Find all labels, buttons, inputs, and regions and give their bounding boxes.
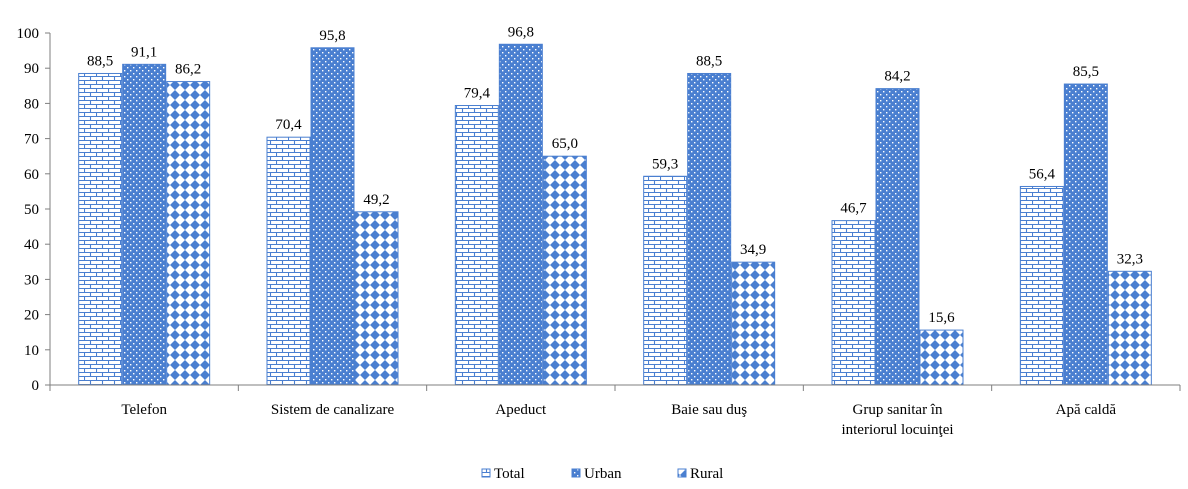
x-category-label: Grup sanitar în interiorul locuinţei [841, 402, 953, 438]
bar-urban [687, 72, 732, 386]
legend-label-rural: Rural [690, 466, 723, 482]
data-label-urban: 96,8 [508, 24, 534, 40]
data-label-total: 70,4 [275, 117, 302, 133]
legend-swatch-urban [571, 468, 581, 478]
bar-total [643, 175, 688, 386]
data-label-urban: 95,8 [319, 28, 345, 44]
x-category-label: Apeduct [495, 402, 547, 418]
data-label-rural: 34,9 [740, 242, 766, 258]
x-category-label-line: Apeduct [495, 402, 547, 418]
data-label-urban: 91,1 [131, 44, 157, 60]
x-axis: Telefon Sistem de canalizare Apeduct Baie s… [49, 384, 1181, 438]
legend-label-urban: Urban [584, 466, 622, 482]
bar-rural [1107, 270, 1152, 386]
x-category-label-line: Grup sanitar în [853, 402, 943, 418]
data-label-total: 46,7 [840, 201, 867, 217]
data-label-rural: 32,3 [1117, 251, 1143, 267]
x-category-label-line: Apă caldă [1056, 402, 1117, 418]
bar-total [78, 72, 123, 386]
legend-label-total: Total [494, 466, 525, 482]
y-tick-label: 10 [24, 343, 39, 359]
data-label-total: 59,3 [652, 156, 678, 172]
bar-rural [731, 261, 776, 386]
bar-urban [875, 88, 920, 386]
x-category-label-line: interiorul locuinţei [841, 422, 953, 438]
data-label-urban: 88,5 [696, 53, 722, 69]
data-label-total: 56,4 [1029, 166, 1056, 182]
y-tick-label: 100 [17, 26, 40, 42]
y-tick-label: 60 [24, 167, 39, 183]
x-category-label: Apă caldă [1056, 402, 1117, 418]
y-tick-label: 90 [24, 61, 39, 77]
bar-rural [166, 81, 211, 386]
bar-urban [310, 47, 355, 386]
x-category-label: Telefon [121, 402, 167, 418]
bar-urban [1063, 83, 1108, 386]
x-category-label: Sistem de canalizare [271, 402, 395, 418]
data-label-urban: 84,2 [884, 69, 910, 85]
legend-item-rural: Rural [677, 466, 723, 482]
bar-rural [542, 155, 587, 386]
legend-item-urban: Urban [571, 466, 622, 482]
y-tick-label: 50 [24, 202, 39, 218]
data-label-urban: 85,5 [1073, 64, 1099, 80]
legend-swatch-total [481, 468, 491, 478]
data-label-rural: 49,2 [363, 192, 389, 208]
y-axis: 0 10 20 30 40 50 60 70 80 90 100 [17, 26, 51, 394]
data-label-rural: 15,6 [928, 310, 955, 326]
legend: Total Urban Rural [481, 466, 723, 482]
data-label-total: 79,4 [464, 86, 491, 102]
bar-urban [498, 43, 543, 386]
legend-item-total: Total [481, 466, 525, 482]
bar-total [454, 105, 499, 386]
bar-rural [354, 211, 399, 386]
y-tick-label: 30 [24, 272, 39, 288]
bar-rural [919, 329, 964, 386]
x-category-label-line: Telefon [121, 402, 167, 418]
bar-total [1019, 185, 1064, 386]
y-tick-label: 40 [24, 237, 39, 253]
bar-urban [122, 63, 167, 386]
bars [78, 43, 1152, 386]
x-category-label: Baie sau duş [671, 402, 747, 418]
x-category-label-line: Baie sau duş [671, 402, 747, 418]
legend-swatch-rural [677, 468, 687, 478]
y-tick-label: 70 [24, 132, 39, 148]
y-tick-label: 20 [24, 308, 39, 324]
data-label-total: 88,5 [87, 53, 113, 69]
data-label-rural: 86,2 [175, 62, 201, 78]
y-tick-label: 0 [32, 378, 40, 394]
x-category-label-line: Sistem de canalizare [271, 402, 395, 418]
bar-total [831, 220, 876, 386]
bar-total [266, 136, 311, 386]
y-tick-label: 80 [24, 96, 39, 112]
data-label-rural: 65,0 [552, 136, 578, 152]
data-labels: 88,5 70,4 79,4 59,3 46,7 56,4 91,1 95,8 96,8 88,5… [87, 24, 1143, 326]
